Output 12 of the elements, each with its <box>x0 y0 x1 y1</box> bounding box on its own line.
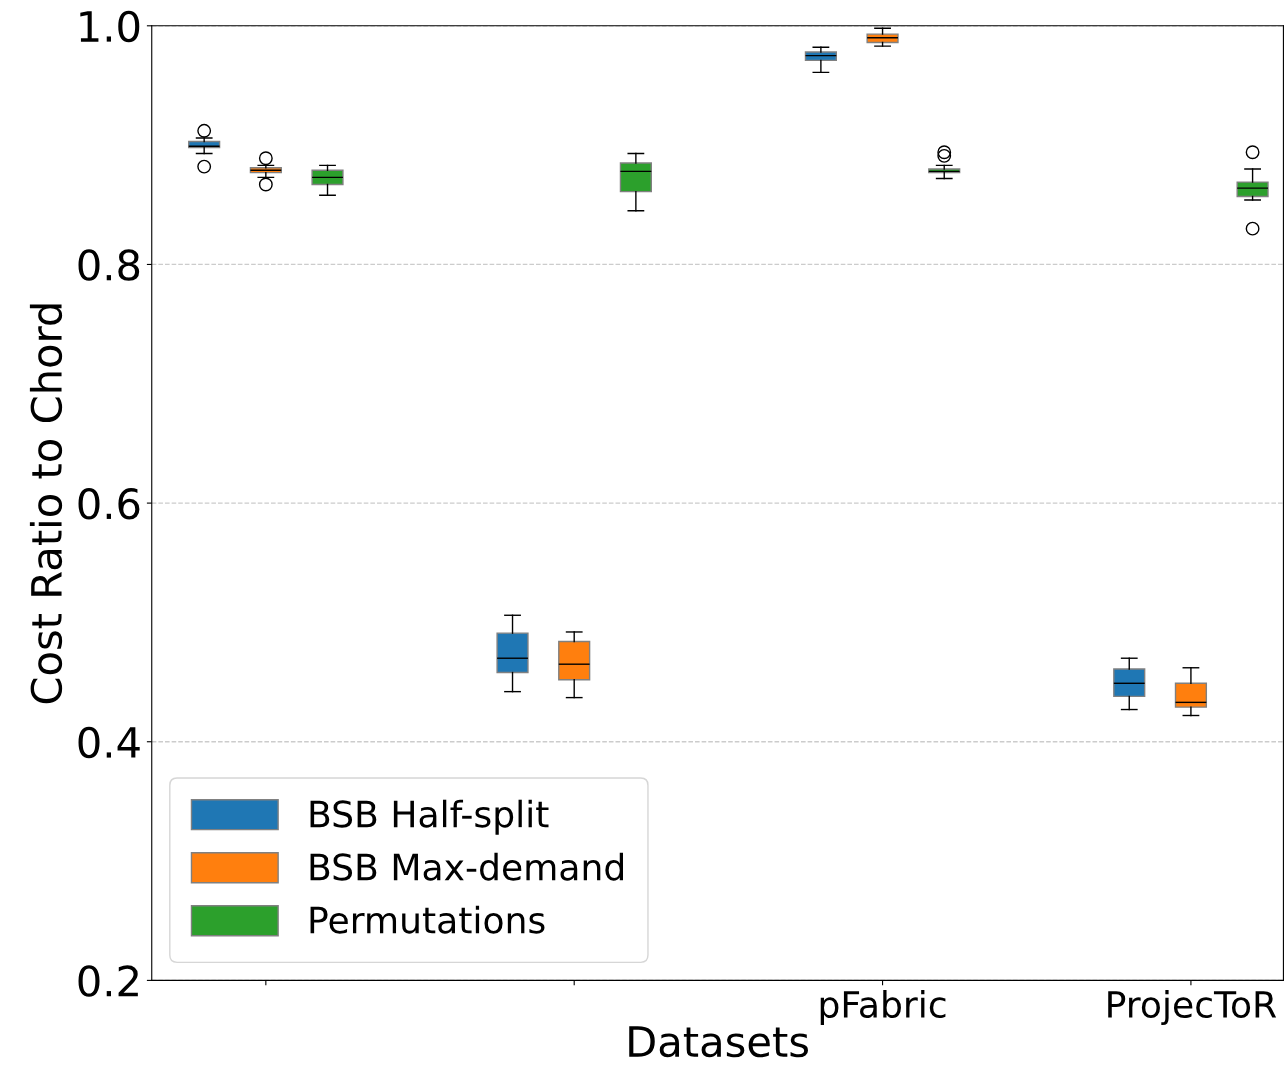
y-tick-label: 0.8 <box>78 249 140 281</box>
y-tick-label: 0.4 <box>78 726 140 759</box>
y-tick-label: 0.6 <box>78 488 140 520</box>
y-tick-label: 0.2 <box>78 965 138 997</box>
y-axis-title: Cost Ratio to Chord <box>29 304 63 704</box>
legend-label: BSB Half-split <box>310 799 549 835</box>
x-tick-label: ProjecToR <box>1108 990 1277 1026</box>
legend-label: BSB Max-demand <box>310 852 623 881</box>
y-tick-label: 1.0 <box>80 10 140 43</box>
x-tick-label: pFabric <box>820 990 946 1026</box>
x-axis-title: Datasets <box>629 1026 808 1058</box>
legend-label: Permutations <box>310 905 545 934</box>
